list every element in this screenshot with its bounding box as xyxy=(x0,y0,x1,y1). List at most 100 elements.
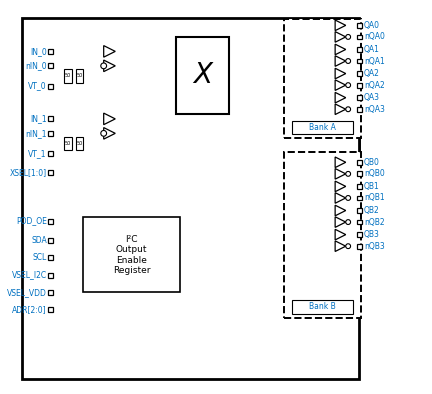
Polygon shape xyxy=(335,80,346,91)
Bar xyxy=(48,255,53,260)
Text: QB2: QB2 xyxy=(364,206,380,215)
Polygon shape xyxy=(335,181,346,192)
Text: QA3: QA3 xyxy=(364,93,380,102)
Text: X: X xyxy=(193,61,212,89)
Polygon shape xyxy=(335,68,346,79)
Polygon shape xyxy=(335,217,346,227)
Polygon shape xyxy=(335,193,346,203)
Polygon shape xyxy=(335,104,346,115)
Polygon shape xyxy=(104,128,115,139)
Circle shape xyxy=(346,171,351,176)
Circle shape xyxy=(346,107,351,112)
Text: ADR[2:0]: ADR[2:0] xyxy=(12,305,47,314)
Bar xyxy=(357,208,362,213)
Bar xyxy=(83,217,180,292)
Bar xyxy=(357,95,362,100)
Bar xyxy=(76,137,83,150)
Polygon shape xyxy=(104,46,115,57)
Circle shape xyxy=(346,244,351,249)
Bar xyxy=(48,238,53,243)
Bar xyxy=(292,121,353,134)
Text: SDA: SDA xyxy=(31,236,47,245)
Bar xyxy=(22,18,359,379)
Polygon shape xyxy=(335,241,346,251)
Text: POD_OE: POD_OE xyxy=(16,217,47,226)
Text: 50: 50 xyxy=(65,141,71,146)
Bar xyxy=(357,160,362,165)
Bar xyxy=(357,47,362,52)
Circle shape xyxy=(346,220,351,225)
Text: nQA3: nQA3 xyxy=(364,105,385,114)
Bar xyxy=(284,19,361,138)
Polygon shape xyxy=(335,44,346,55)
Bar xyxy=(76,69,83,83)
Circle shape xyxy=(101,63,107,69)
Text: QB3: QB3 xyxy=(364,230,380,239)
Text: VT_0: VT_0 xyxy=(28,82,47,91)
Bar xyxy=(357,220,362,225)
Polygon shape xyxy=(335,229,346,240)
Text: Bank B: Bank B xyxy=(309,303,336,311)
Bar xyxy=(64,137,72,150)
Text: nIN_1: nIN_1 xyxy=(25,129,47,138)
Text: VSEL_I2C: VSEL_I2C xyxy=(12,271,47,280)
Circle shape xyxy=(101,130,107,136)
Polygon shape xyxy=(335,32,346,42)
Text: QA0: QA0 xyxy=(364,21,380,30)
Text: nQA0: nQA0 xyxy=(364,32,385,41)
Text: 50: 50 xyxy=(65,73,71,78)
Text: QB1: QB1 xyxy=(364,182,380,191)
Text: Bank A: Bank A xyxy=(309,123,336,132)
Polygon shape xyxy=(335,205,346,216)
Bar xyxy=(357,244,362,249)
Bar xyxy=(357,171,362,176)
Bar xyxy=(357,195,362,201)
Polygon shape xyxy=(335,56,346,66)
Text: QB0: QB0 xyxy=(364,158,380,167)
Bar xyxy=(48,84,53,89)
Bar xyxy=(357,35,362,39)
Bar xyxy=(48,219,53,223)
Bar xyxy=(48,49,53,54)
Text: 50: 50 xyxy=(76,141,83,146)
Bar xyxy=(176,37,229,114)
Text: nIN_0: nIN_0 xyxy=(25,61,47,71)
Polygon shape xyxy=(104,60,115,72)
Bar xyxy=(48,290,53,295)
Bar xyxy=(357,71,362,76)
Text: IN_1: IN_1 xyxy=(30,114,47,123)
Polygon shape xyxy=(335,157,346,167)
Bar xyxy=(357,107,362,112)
Text: VSEL_VDD: VSEL_VDD xyxy=(7,288,47,297)
Bar xyxy=(357,83,362,87)
Circle shape xyxy=(346,35,351,39)
Bar xyxy=(48,117,53,121)
Text: nQB0: nQB0 xyxy=(364,169,385,178)
Text: SCL: SCL xyxy=(32,253,47,262)
Polygon shape xyxy=(335,169,346,179)
Bar xyxy=(48,151,53,156)
Text: nQB3: nQB3 xyxy=(364,242,385,251)
Circle shape xyxy=(346,59,351,63)
Text: 50: 50 xyxy=(76,73,83,78)
Bar xyxy=(357,59,362,63)
Text: IN_0: IN_0 xyxy=(30,47,47,56)
Text: QA2: QA2 xyxy=(364,69,380,78)
Bar xyxy=(357,232,362,237)
Bar xyxy=(284,152,361,318)
Bar xyxy=(48,171,53,175)
Bar xyxy=(48,63,53,68)
Bar xyxy=(357,23,362,28)
Polygon shape xyxy=(104,113,115,125)
Text: nQB1: nQB1 xyxy=(364,193,384,203)
Text: VT_1: VT_1 xyxy=(28,149,47,158)
Text: I²C
Output
Enable
Register: I²C Output Enable Register xyxy=(113,235,150,275)
Polygon shape xyxy=(335,92,346,103)
Text: nQA2: nQA2 xyxy=(364,81,385,89)
Text: XSEL[1:0]: XSEL[1:0] xyxy=(10,168,47,177)
Text: nQB2: nQB2 xyxy=(364,217,384,227)
Circle shape xyxy=(346,195,351,201)
Bar xyxy=(292,300,353,314)
Text: nQA1: nQA1 xyxy=(364,56,385,65)
Bar xyxy=(357,184,362,189)
